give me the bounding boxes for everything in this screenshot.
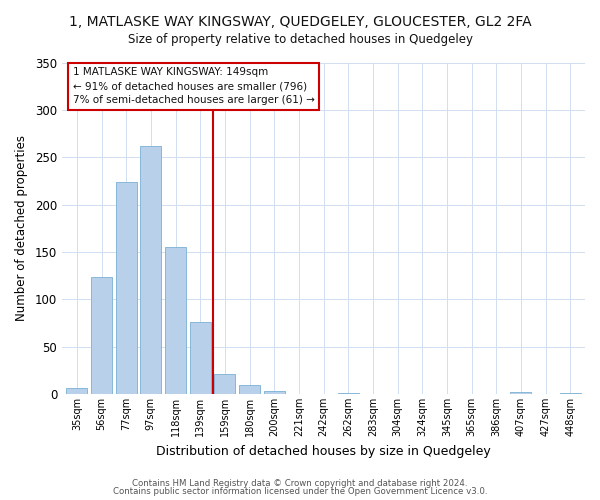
Text: 1 MATLASKE WAY KINGSWAY: 149sqm
← 91% of detached houses are smaller (796)
7% of: 1 MATLASKE WAY KINGSWAY: 149sqm ← 91% of… — [73, 68, 314, 106]
Bar — [165, 247, 186, 394]
Bar — [264, 391, 284, 394]
Text: Size of property relative to detached houses in Quedgeley: Size of property relative to detached ho… — [128, 32, 473, 46]
Y-axis label: Number of detached properties: Number of detached properties — [15, 136, 28, 322]
Bar — [91, 276, 112, 394]
Bar — [140, 146, 161, 394]
Bar — [560, 393, 581, 394]
Bar — [239, 386, 260, 394]
Text: Contains public sector information licensed under the Open Government Licence v3: Contains public sector information licen… — [113, 487, 487, 496]
Bar — [214, 374, 235, 394]
Bar — [338, 393, 359, 394]
Text: Contains HM Land Registry data © Crown copyright and database right 2024.: Contains HM Land Registry data © Crown c… — [132, 478, 468, 488]
Bar — [190, 322, 211, 394]
Text: 1, MATLASKE WAY KINGSWAY, QUEDGELEY, GLOUCESTER, GL2 2FA: 1, MATLASKE WAY KINGSWAY, QUEDGELEY, GLO… — [68, 15, 532, 29]
X-axis label: Distribution of detached houses by size in Quedgeley: Distribution of detached houses by size … — [156, 444, 491, 458]
Bar — [511, 392, 532, 394]
Bar — [116, 182, 137, 394]
Bar — [67, 388, 88, 394]
